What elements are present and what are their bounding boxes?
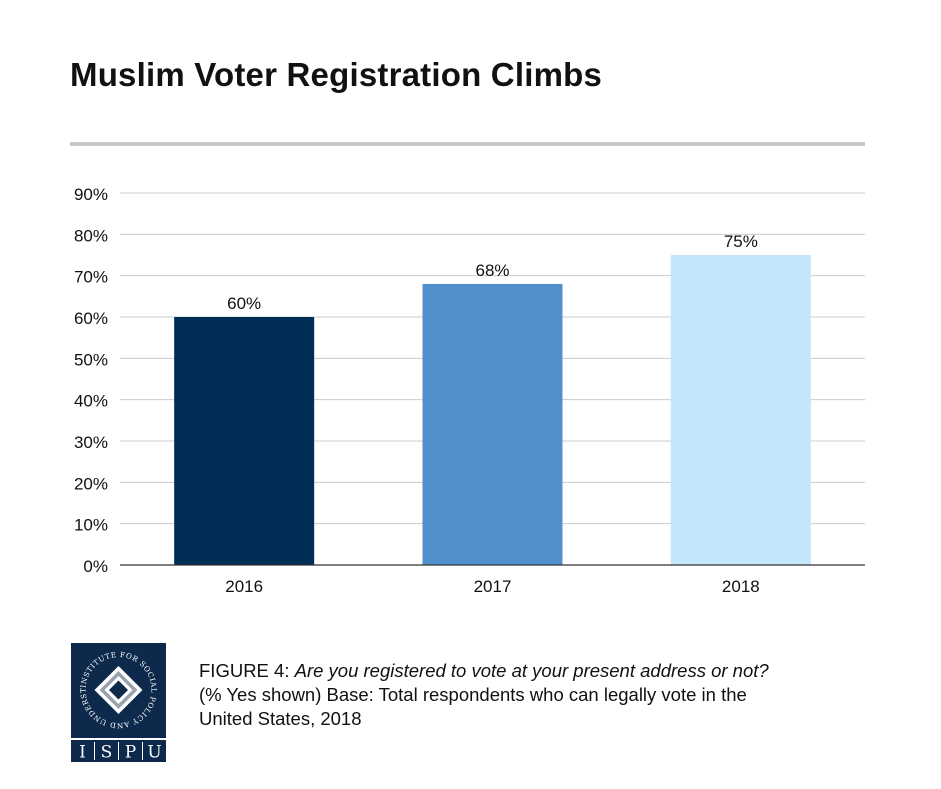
caption-line-3: United States, 2018 <box>199 708 362 729</box>
logo-letter: U <box>147 743 161 763</box>
ispu-logo: INSTITUTE FOR SOCIAL POLICY AND UNDERSTA… <box>71 643 166 762</box>
chart-title: Muslim Voter Registration Climbs <box>70 56 603 93</box>
x-tick-label: 2017 <box>474 577 512 596</box>
y-tick-label: 50% <box>74 350 108 369</box>
bar-2017 <box>422 283 563 565</box>
bars <box>174 255 811 565</box>
logo-letter: I <box>79 743 86 763</box>
y-tick-label: 20% <box>74 474 108 493</box>
x-tick-label: 2016 <box>225 577 263 596</box>
caption-separator: : <box>284 660 295 681</box>
y-axis-ticks: 0% 10% 20% 30% 40% 50% 60% 70% 80% 90% <box>74 185 108 576</box>
bar-2018 <box>670 255 811 565</box>
figure-label: FIGURE 4 <box>199 660 285 681</box>
logo-letter: S <box>101 743 113 763</box>
title-divider <box>70 142 865 146</box>
x-tick-label: 2018 <box>722 577 760 596</box>
y-tick-label: 80% <box>74 226 108 245</box>
y-tick-label: 30% <box>74 433 108 452</box>
logo-letter: P <box>125 743 136 763</box>
bar-2016 <box>174 317 315 565</box>
y-tick-label: 60% <box>74 309 108 328</box>
survey-question: Are you registered to vote at your prese… <box>294 660 769 681</box>
bar-value-label: 75% <box>724 232 758 251</box>
figure-caption: FIGURE 4: Are you registered to vote at … <box>199 659 859 731</box>
logo-wordmark: I S P U <box>79 743 162 763</box>
caption-line-1: FIGURE 4: Are you registered to vote at … <box>199 659 859 683</box>
x-axis-ticks: 2016 2017 2018 <box>225 577 759 596</box>
bar-value-labels: 60% 68% 75% <box>227 232 758 313</box>
bar-value-label: 60% <box>227 294 261 313</box>
y-tick-label: 70% <box>74 268 108 287</box>
y-tick-label: 0% <box>83 557 108 576</box>
y-tick-label: 40% <box>74 392 108 411</box>
bar-value-label: 68% <box>475 261 509 280</box>
y-tick-label: 90% <box>74 185 108 204</box>
y-tick-label: 10% <box>74 516 108 535</box>
caption-line-2: (% Yes shown) Base: Total respondents wh… <box>199 684 747 705</box>
logo-diamond-core <box>109 680 128 700</box>
